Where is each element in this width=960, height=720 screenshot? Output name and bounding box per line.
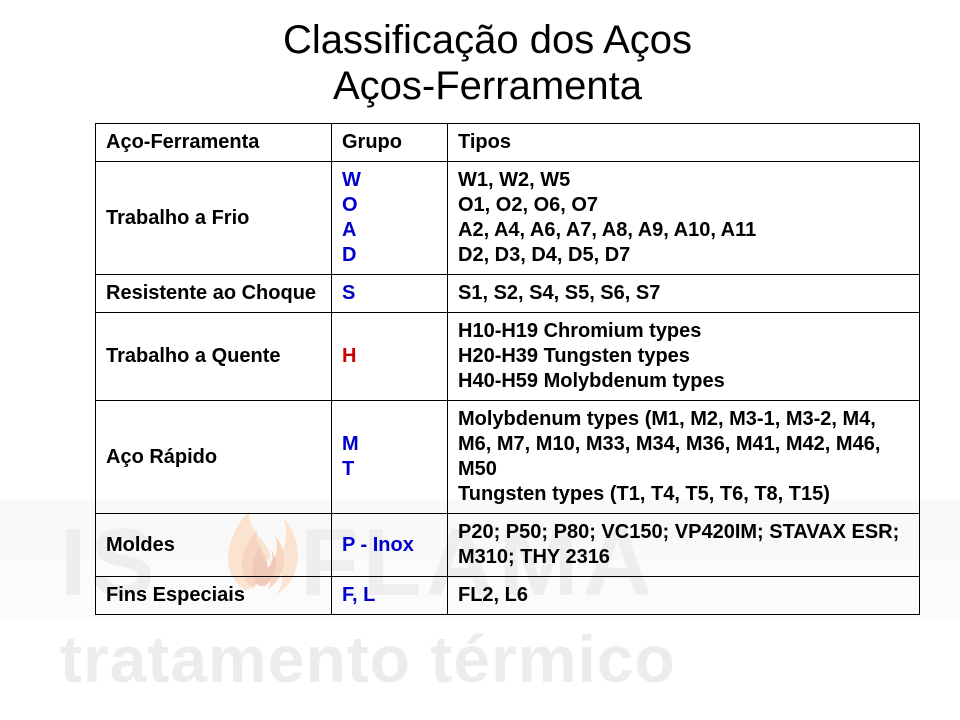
table-row: Aço RápidoMTMolybdenum types (M1, M2, M3…: [96, 401, 920, 514]
row-name: Fins Especiais: [96, 577, 332, 615]
row-types: H10-H19 Chromium typesH20-H39 Tungsten t…: [448, 313, 920, 401]
row-name: Resistente ao Choque: [96, 275, 332, 313]
row-group: P - Inox: [332, 514, 448, 577]
row-group: H: [332, 313, 448, 401]
table-header-row: Aço-Ferramenta Grupo Tipos: [96, 124, 920, 162]
header-group: Grupo: [332, 124, 448, 162]
row-types: S1, S2, S4, S5, S6, S7: [448, 275, 920, 313]
page-subtitle: Aços-Ferramenta: [55, 64, 920, 109]
page-title: Classificação dos Aços: [55, 18, 920, 62]
table-row: MoldesP - InoxP20; P50; P80; VC150; VP42…: [96, 514, 920, 577]
row-group: MT: [332, 401, 448, 514]
header-name: Aço-Ferramenta: [96, 124, 332, 162]
row-group: F, L: [332, 577, 448, 615]
row-group: S: [332, 275, 448, 313]
row-name: Trabalho a Quente: [96, 313, 332, 401]
row-name: Moldes: [96, 514, 332, 577]
steel-classification-table: Aço-Ferramenta Grupo Tipos Trabalho a Fr…: [95, 123, 920, 615]
row-types: FL2, L6: [448, 577, 920, 615]
row-name: Aço Rápido: [96, 401, 332, 514]
row-types: W1, W2, W5O1, O2, O6, O7A2, A4, A6, A7, …: [448, 162, 920, 275]
row-types: Molybdenum types (M1, M2, M3-1, M3-2, M4…: [448, 401, 920, 514]
row-name: Trabalho a Frio: [96, 162, 332, 275]
table-row: Trabalho a QuenteHH10-H19 Chromium types…: [96, 313, 920, 401]
row-types: P20; P50; P80; VC150; VP420IM; STAVAX ES…: [448, 514, 920, 577]
svg-text:tratamento térmico: tratamento térmico: [60, 622, 676, 696]
slide-content: Classificação dos Aços Aços-Ferramenta A…: [0, 0, 960, 615]
table-row: Trabalho a FrioWOADW1, W2, W5O1, O2, O6,…: [96, 162, 920, 275]
header-types: Tipos: [448, 124, 920, 162]
table-row: Resistente ao ChoqueSS1, S2, S4, S5, S6,…: [96, 275, 920, 313]
row-group: WOAD: [332, 162, 448, 275]
table-row: Fins EspeciaisF, LFL2, L6: [96, 577, 920, 615]
